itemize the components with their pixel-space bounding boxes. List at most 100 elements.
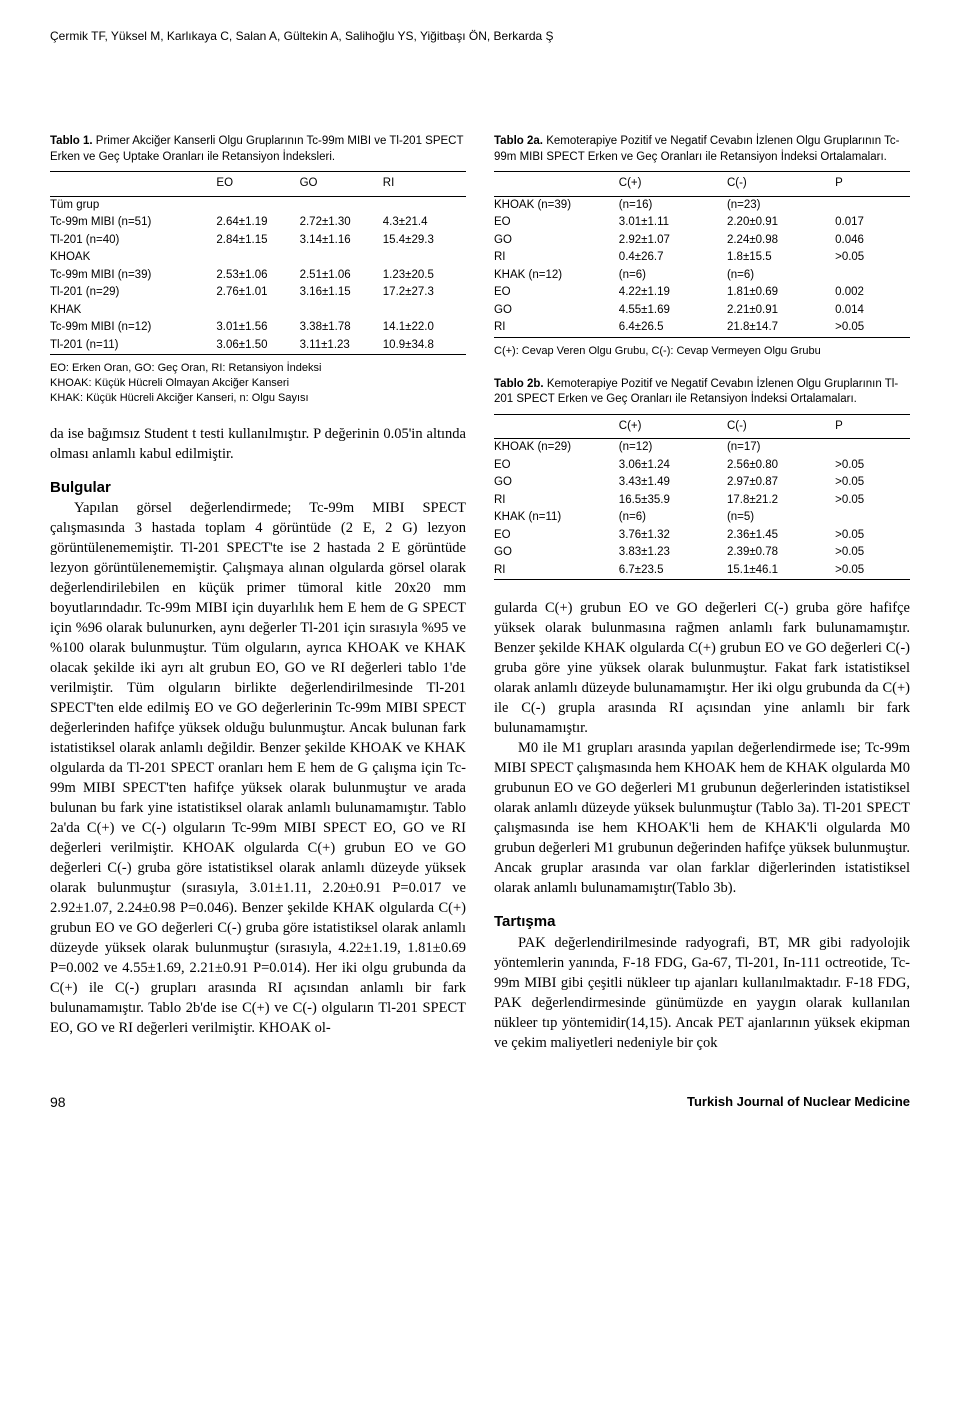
cell: 2.97±0.87: [727, 474, 835, 492]
cell: 2.72±1.30: [300, 214, 383, 232]
table-row: KHOAK (n=39)(n=16)(n=23): [494, 196, 910, 214]
table-row: KHAK: [50, 302, 466, 320]
right-body-paragraphs: gularda C(+) grubun EO ve GO değerleri C…: [494, 598, 910, 898]
cell: 0.014: [835, 302, 910, 320]
cell: [835, 196, 910, 214]
table-header: P: [835, 172, 910, 197]
table-2b-block: Tablo 2b. Kemoterapiye Pozitif ve Negati…: [494, 377, 910, 581]
cell: [835, 509, 910, 527]
cell: 6.4±26.5: [619, 319, 727, 337]
cell: (n=6): [727, 267, 835, 285]
cell: (n=5): [727, 509, 835, 527]
right-column: Tablo 2a. Kemoterapiye Pozitif ve Negati…: [494, 134, 910, 1052]
cell: >0.05: [835, 544, 910, 562]
table-header: C(-): [727, 414, 835, 439]
cell: RI: [494, 492, 619, 510]
cell: 21.8±14.7: [727, 319, 835, 337]
cell: 4.3±21.4: [383, 214, 466, 232]
table-row: C(+) C(-) P: [494, 172, 910, 197]
cell: 2.53±1.06: [216, 267, 299, 285]
cell: 15.1±46.1: [727, 562, 835, 580]
cell: 3.38±1.78: [300, 319, 383, 337]
cell: 3.43±1.49: [619, 474, 727, 492]
cell: [383, 249, 466, 267]
cell: 14.1±22.0: [383, 319, 466, 337]
left-intro-paragraph: da ise bağımsız Student t testi kullanıl…: [50, 424, 466, 464]
table-1-title: Tablo 1. Primer Akciğer Kanserli Olgu Gr…: [50, 134, 466, 165]
cell: 0.017: [835, 214, 910, 232]
cell: 3.01±1.11: [619, 214, 727, 232]
table-header: C(+): [619, 172, 727, 197]
cell: [216, 196, 299, 214]
table-row: Tl-201 (n=40)2.84±1.153.14±1.1615.4±29.3: [50, 232, 466, 250]
cell: (n=16): [619, 196, 727, 214]
paragraph-text: PAK değerlendirilmesinde radyografi, BT,…: [494, 933, 910, 1053]
table-row: EO3.01±1.112.20±0.910.017: [494, 214, 910, 232]
table-row: Tc-99m MIBI (n=51)2.64±1.192.72±1.304.3±…: [50, 214, 466, 232]
table-1-title-text: Primer Akciğer Kanserli Olgu Gruplarının…: [50, 135, 463, 163]
cell: [835, 267, 910, 285]
table-header: GO: [300, 172, 383, 197]
table-note: KHAK: Küçük Hücreli Akciğer Kanseri, n: …: [50, 391, 466, 406]
table-row: KHOAK: [50, 249, 466, 267]
cell: 3.76±1.32: [619, 527, 727, 545]
left-column: Tablo 1. Primer Akciğer Kanserli Olgu Gr…: [50, 134, 466, 1052]
table-row: KHOAK (n=29)(n=12)(n=17): [494, 439, 910, 457]
cell: KHOAK (n=29): [494, 439, 619, 457]
cell: RI: [494, 319, 619, 337]
table-row: RI6.4±26.521.8±14.7>0.05: [494, 319, 910, 337]
table-header: RI: [383, 172, 466, 197]
cell: 1.81±0.69: [727, 284, 835, 302]
cell: Tüm grup: [50, 196, 216, 214]
cell: 1.8±15.5: [727, 249, 835, 267]
cell: >0.05: [835, 562, 910, 580]
table-1-notes: EO: Erken Oran, GO: Geç Oran, RI: Retans…: [50, 361, 466, 406]
table-header: [494, 414, 619, 439]
cell: 2.21±0.91: [727, 302, 835, 320]
cell: EO: [494, 214, 619, 232]
cell: [300, 302, 383, 320]
two-column-layout: Tablo 1. Primer Akciğer Kanserli Olgu Gr…: [50, 134, 910, 1052]
cell: 2.64±1.19: [216, 214, 299, 232]
table-header: C(+): [619, 414, 727, 439]
cell: 3.11±1.23: [300, 337, 383, 355]
table-header: [50, 172, 216, 197]
table-1-block: Tablo 1. Primer Akciğer Kanserli Olgu Gr…: [50, 134, 466, 406]
table-row: KHAK (n=12)(n=6)(n=6): [494, 267, 910, 285]
cell: 2.39±0.78: [727, 544, 835, 562]
cell: 2.20±0.91: [727, 214, 835, 232]
table-row: Tc-99m MIBI (n=12)3.01±1.563.38±1.7814.1…: [50, 319, 466, 337]
table-row: Tüm grup: [50, 196, 466, 214]
paragraph-text: M0 ile M1 grupları arasında yapılan değe…: [494, 738, 910, 898]
cell: (n=17): [727, 439, 835, 457]
table-row: Tc-99m MIBI (n=39)2.53±1.062.51±1.061.23…: [50, 267, 466, 285]
table-2a-title-text: Kemoterapiye Pozitif ve Negatif Cevabın …: [494, 135, 899, 163]
table-row: RI0.4±26.71.8±15.5>0.05: [494, 249, 910, 267]
tartisma-body: PAK değerlendirilmesinde radyografi, BT,…: [494, 933, 910, 1053]
table-row: EO3.06±1.242.56±0.80>0.05: [494, 457, 910, 475]
cell: (n=6): [619, 509, 727, 527]
table-row: RI6.7±23.515.1±46.1>0.05: [494, 562, 910, 580]
cell: 17.2±27.3: [383, 284, 466, 302]
cell: >0.05: [835, 319, 910, 337]
cell: Tl-201 (n=29): [50, 284, 216, 302]
cell: 0.4±26.7: [619, 249, 727, 267]
cell: Tc-99m MIBI (n=51): [50, 214, 216, 232]
cell: (n=23): [727, 196, 835, 214]
table-2b-title-bold: Tablo 2b.: [494, 378, 544, 390]
cell: 2.84±1.15: [216, 232, 299, 250]
journal-name: Turkish Journal of Nuclear Medicine: [687, 1093, 910, 1112]
table-2a-note: C(+): Cevap Veren Olgu Grubu, C(-): Ceva…: [494, 344, 910, 359]
cell: >0.05: [835, 249, 910, 267]
cell: EO: [494, 527, 619, 545]
cell: 1.23±20.5: [383, 267, 466, 285]
cell: 3.06±1.50: [216, 337, 299, 355]
table-1: EO GO RI Tüm grup Tc-99m MIBI (n=51)2.64…: [50, 171, 466, 355]
cell: GO: [494, 302, 619, 320]
cell: EO: [494, 284, 619, 302]
table-2a-title: Tablo 2a. Kemoterapiye Pozitif ve Negati…: [494, 134, 910, 165]
cell: RI: [494, 249, 619, 267]
table-note: KHOAK: Küçük Hücreli Olmayan Akciğer Kan…: [50, 376, 466, 391]
cell: 17.8±21.2: [727, 492, 835, 510]
cell: 15.4±29.3: [383, 232, 466, 250]
